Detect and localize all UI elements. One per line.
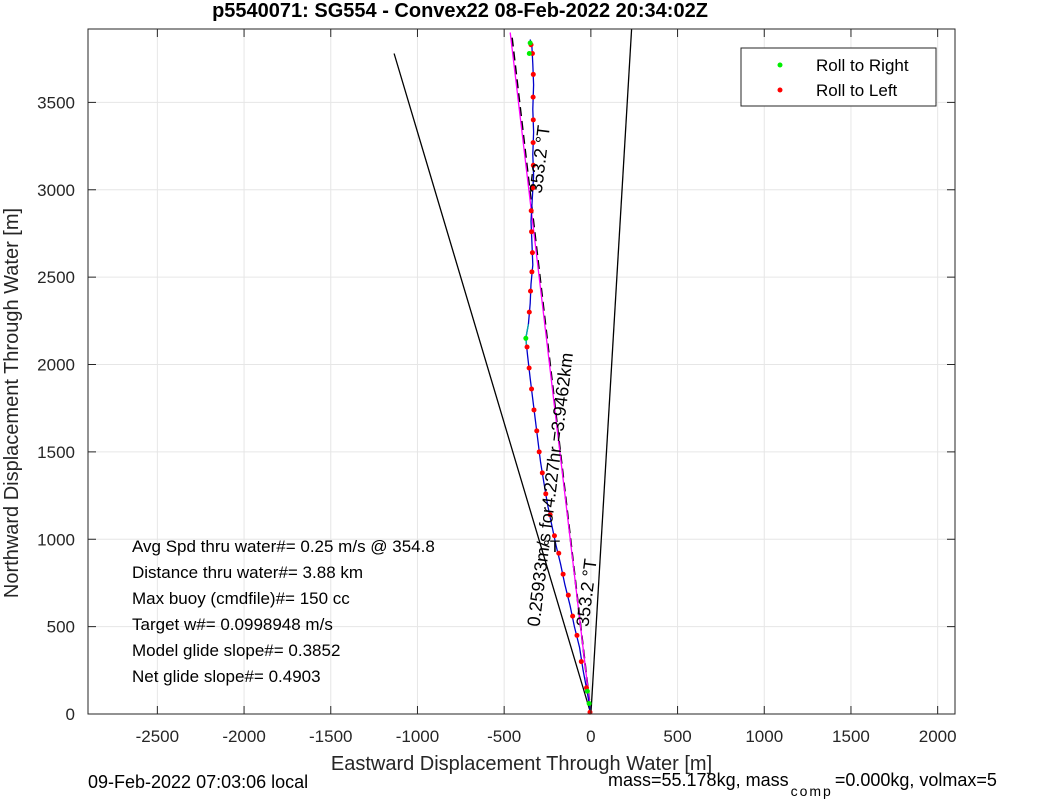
y-tick-label: 0 [66,705,75,724]
footer-mass: mass=55.178kg, masscomp=0.000kg, volmax=… [608,770,997,799]
roll-left-point [524,344,530,350]
roll-right-point [586,701,592,707]
roll-left-point [530,162,536,168]
x-tick-label: 500 [663,727,691,746]
roll-left-point [556,550,562,556]
cone-left [393,53,592,715]
roll-left-point [534,428,540,434]
y-tick-label: 3500 [37,93,75,112]
roll-left-point [529,250,535,256]
roll-left-point [530,117,536,123]
legend-box [740,47,937,107]
roll-left-point [543,491,549,497]
roll-right-point [584,688,590,694]
annotation-net-glide: Net glide slope#= 0.4903 [132,667,321,686]
legend-marker [777,87,783,93]
rotated-labels: 353.2 °T0.25933m/s for4.227hr =3.9462km3… [524,124,601,628]
roll-left-point [526,309,532,315]
heading-magenta [509,32,592,715]
x-tick-label: -500 [487,727,521,746]
legend-label: Roll to Left [816,81,898,100]
series-track-cyan-segment [525,324,530,348]
y-tick-label: 1500 [37,443,75,462]
legend-label: Roll to Right [816,56,909,75]
roll-left-point [530,140,536,146]
roll-left-point [531,407,537,413]
footer-mass-a: mass=55.178kg, mass [608,770,789,790]
annotation-model-glide: Model glide slope#= 0.3852 [132,641,341,660]
roll-left-point [528,288,534,294]
x-tick-label: 0 [586,727,595,746]
roll-left-point [526,365,532,371]
roll-left-point [530,94,536,100]
roll-right-point [527,40,533,46]
roll-left-point [578,659,584,665]
footer-mass-sub: comp [790,783,833,799]
y-tick-label: 1000 [37,530,75,549]
roll-left-point [570,613,576,619]
x-tick-label: -1000 [396,727,439,746]
annotation-avg-speed: Avg Spd thru water#= 0.25 m/s @ 354.8 [132,537,435,556]
roll-left-point [560,571,566,577]
y-tick-label: 500 [47,618,75,637]
roll-left-point [529,229,535,235]
roll-left-point [528,208,534,214]
footer-local-time: 09-Feb-2022 07:03:06 local [88,772,309,792]
roll-left-point [530,185,536,191]
y-tick-label: 2000 [37,356,75,375]
annotation-target-w: Target w#= 0.0998948 m/s [132,615,333,634]
x-tick-label: 1000 [745,727,783,746]
roll-left-point [547,512,553,518]
roll-left-point [530,71,536,77]
y-tick-label: 2500 [37,268,75,287]
y-tick-label: 3000 [37,181,75,200]
axis-ticks: -2500 -2000 -1500 -1000 -500 0 500 1000 1500 2000… [37,29,957,746]
rotated-label: 353.2 °T [526,124,554,194]
x-tick-label: -2000 [222,727,265,746]
roll-left-point [529,269,535,275]
annotation-deg-t: °T [543,537,561,556]
annotation-distance: Distance thru water#= 3.88 km [132,563,364,582]
chart-title: p5540071: SG554 - Convex22 08-Feb-2022 2… [212,0,708,22]
roll-left-point [536,449,542,455]
y-axis-label: Northward Displacement Through Water [m] [1,208,23,598]
plot-frame [87,28,956,715]
series-lines [393,28,633,715]
x-axis-label: Eastward Displacement Through Water [m] [330,753,713,775]
roll-left-point [529,386,535,392]
roll-left-point [565,592,571,598]
roll-left-point [574,632,580,638]
annotation-max-buoy: Max buoy (cmdfile)#= 150 cc [132,589,350,608]
legend: Roll to Right Roll to Left [740,47,937,107]
roll-right-point [523,335,529,341]
x-tick-label: -2500 [136,727,179,746]
roll-left-point [551,533,557,539]
roll-right-point [526,50,532,56]
x-tick-label: -1500 [309,727,352,746]
legend-marker [777,62,783,68]
roll-left-point [539,470,545,476]
x-tick-label: 1500 [832,727,870,746]
x-tick-label: 2000 [919,727,957,746]
series-points [523,40,593,715]
cone-right [590,28,633,715]
footer-mass-b: =0.000kg, volmax=5 [834,770,997,790]
